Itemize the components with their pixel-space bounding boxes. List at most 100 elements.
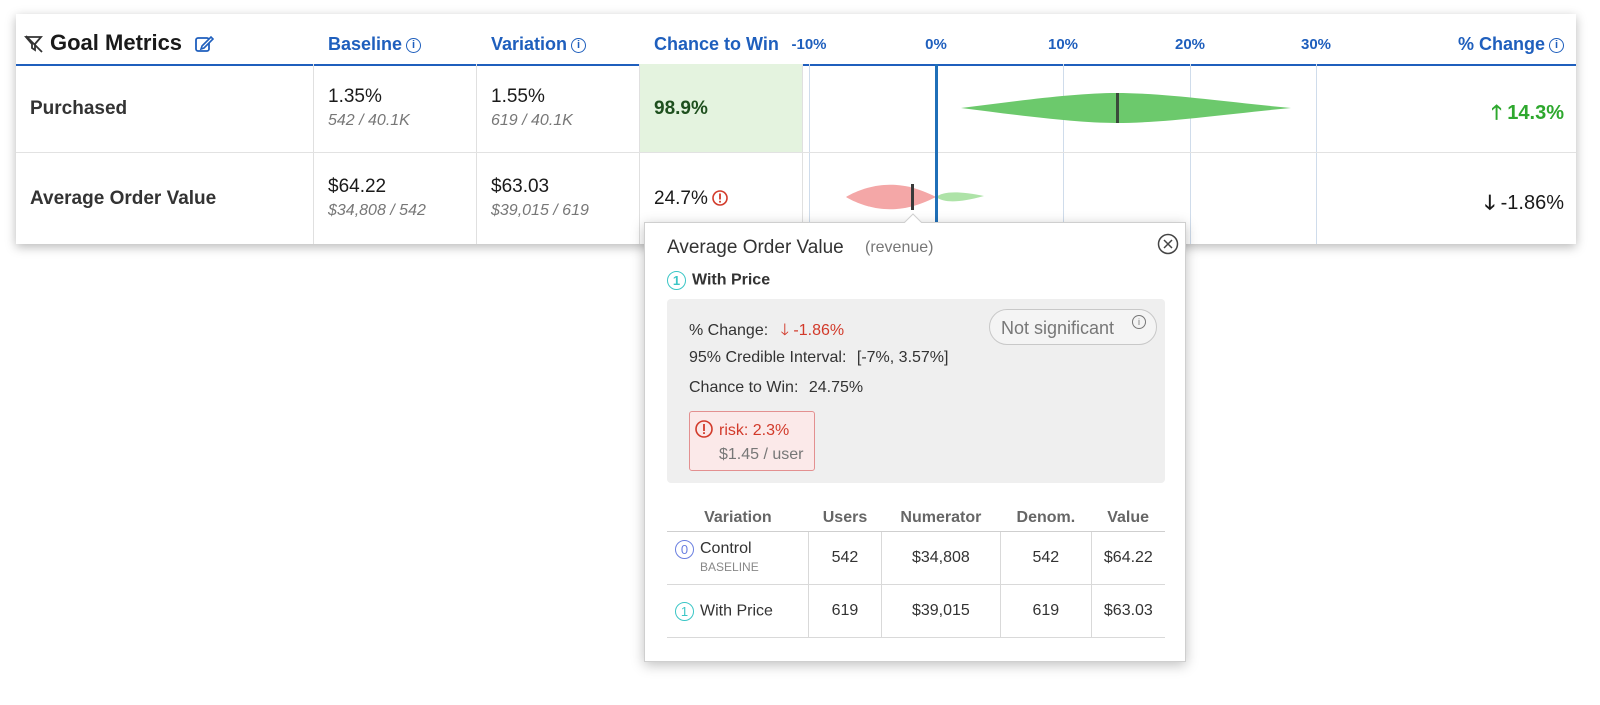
variation-cell: 1 With Price — [667, 584, 809, 638]
edit-icon[interactable] — [194, 34, 215, 59]
close-icon[interactable] — [1157, 233, 1179, 260]
baseline-sub: $34,808 / 542 — [328, 202, 426, 219]
variation-value: $63.03 — [491, 176, 550, 197]
chance-to-win-value: 98.9% — [654, 98, 708, 119]
info-icon[interactable]: i — [571, 37, 587, 53]
users-cell: 619 — [808, 584, 882, 638]
popover-variation: 1 With Price — [667, 271, 770, 290]
percent-change: 🡓 -1.86% — [1485, 188, 1564, 222]
table-header: Goal Metrics Baseline i Variation i Chance… — [16, 14, 1576, 66]
credible-interval-line: 95% Credible Interval: [-7%, 3.57%] — [689, 349, 948, 367]
variation-name: Control — [700, 540, 752, 557]
baseline-tag: BASELINE — [700, 560, 759, 574]
variation-cell: 0 Control BASELINE — [667, 531, 809, 585]
percent-change-header[interactable]: % Change i — [1458, 34, 1564, 55]
info-icon[interactable]: i — [406, 37, 422, 53]
percent-change-value: 14.3% — [1507, 102, 1564, 124]
column-header: Numerator — [881, 505, 1001, 532]
risk-per-user: $1.45 / user — [719, 446, 804, 463]
baseline-value: $64.22 — [328, 176, 387, 197]
significance-text: Not significant — [1001, 318, 1115, 338]
axis-tick: 0% — [925, 36, 947, 53]
arrow-up-icon: 🡑 — [1491, 102, 1502, 124]
denominator-cell: 619 — [1000, 584, 1092, 638]
variation-name: With Price — [700, 602, 773, 620]
value-cell: $63.03 — [1090, 584, 1165, 638]
axis-tick: -10% — [791, 36, 827, 53]
percent-change-value: -1.86% — [1500, 192, 1564, 214]
axis-tick: 20% — [1174, 36, 1206, 53]
filter-icon[interactable] — [24, 34, 44, 59]
numerator-cell: $39,015 — [880, 584, 1001, 638]
axis-gridline — [1316, 64, 1317, 244]
percent-change-header-label: % Change — [1457, 34, 1545, 54]
section-title: Goal Metrics — [50, 30, 183, 55]
credible-interval-value: [-7%, 3.57%] — [856, 349, 949, 366]
variation-header-label: Variation — [491, 34, 568, 54]
credible-interval-label: 95% Credible Interval: — [689, 349, 847, 366]
value-cell: $64.22 — [1090, 531, 1165, 585]
numerator-cell: $34,808 — [880, 531, 1001, 585]
variation-number-badge: 1 — [667, 271, 686, 290]
percent-change-label: % Change: — [689, 322, 769, 339]
chance-to-win-label: Chance to Win: — [689, 379, 799, 396]
chance-to-win-header[interactable]: Chance to Win — [654, 34, 779, 54]
axis-gridline — [809, 64, 810, 244]
column-divider — [802, 64, 803, 244]
table-row: 1 With Price 619 $39,015 619 $63.03 — [667, 584, 1165, 638]
denominator-cell: 542 — [1000, 531, 1092, 585]
chance-to-win-line: Chance to Win: 24.75% — [689, 379, 863, 397]
popover-arrow — [903, 213, 923, 224]
warning-icon — [695, 420, 713, 443]
significance-badge: Not significant i — [989, 309, 1157, 345]
zero-line — [935, 64, 938, 244]
stats-box: % Change: 🡓 -1.86% 95% Credible Interval… — [667, 299, 1165, 483]
baseline-value: 1.35% — [328, 86, 382, 107]
column-header: Value — [1091, 505, 1165, 532]
chance-to-win-value: 24.7% — [654, 188, 708, 209]
violin-plot-purchased[interactable] — [956, 86, 1296, 130]
axis-gridline — [1063, 64, 1064, 244]
metric-type: (revenue) — [865, 239, 934, 256]
percent-change-line: % Change: 🡓 -1.86% — [689, 319, 844, 346]
percent-change-value: -1.86% — [793, 322, 845, 339]
chance-to-win-value: 24.75% — [808, 379, 864, 396]
metric-name: Average Order Value — [30, 188, 217, 209]
column-divider — [639, 64, 640, 244]
table-row: 0 Control BASELINE 542 $34,808 542 $64.22 — [667, 531, 1165, 585]
chance-cell-highlight — [640, 64, 802, 152]
risk-value: risk: 2.3% — [719, 422, 790, 439]
variation-header[interactable]: Variation i — [491, 34, 587, 55]
column-divider — [313, 64, 314, 244]
axis-tick: 10% — [1047, 36, 1079, 53]
arrow-down-icon: 🡓 — [1484, 192, 1496, 214]
column-header: Denom. — [1000, 505, 1092, 532]
metric-row-purchased[interactable]: Purchased 1.35% 542 / 40.1K 1.55% 619 / … — [16, 64, 1576, 153]
metric-name: Purchased — [30, 98, 128, 119]
variation-sub: $39,015 / 619 — [491, 202, 589, 219]
warning-icon[interactable] — [712, 190, 728, 211]
arrow-down-icon: 🡓 — [780, 322, 789, 339]
metric-row-average-order-value[interactable]: Average Order Value $64.22 $34,808 / 542… — [16, 153, 1576, 243]
column-divider — [476, 64, 477, 244]
users-cell: 542 — [808, 531, 882, 585]
percent-change: 🡑 14.3% — [1491, 98, 1564, 132]
metric-detail-popover: Average Order Value (revenue) 1 With Pric… — [644, 213, 1186, 662]
variation-sub: 619 / 40.1K — [491, 112, 573, 129]
goal-metrics-card: Goal Metrics Baseline i Variation i Chance… — [16, 14, 1576, 244]
axis-tick: 30% — [1300, 36, 1332, 53]
variation-table: Variation Users Numerator Denom. Value 0… — [667, 505, 1165, 638]
variation-value: 1.55% — [491, 86, 545, 107]
info-icon[interactable]: i — [1549, 37, 1564, 53]
baseline-header[interactable]: Baseline i — [328, 34, 422, 55]
variation-number-badge: 1 — [675, 601, 694, 621]
violin-plot-average-order-value[interactable] — [844, 181, 989, 213]
column-header: Variation — [667, 505, 809, 532]
baseline-sub: 542 / 40.1K — [328, 112, 410, 129]
axis-gridline — [1190, 64, 1191, 244]
variation-number-badge: 0 — [675, 540, 694, 559]
column-header: Users — [808, 505, 882, 532]
variation-name: With Price — [692, 271, 771, 289]
info-icon[interactable]: i — [1132, 315, 1146, 329]
popover-title: Average Order Value — [667, 237, 844, 258]
